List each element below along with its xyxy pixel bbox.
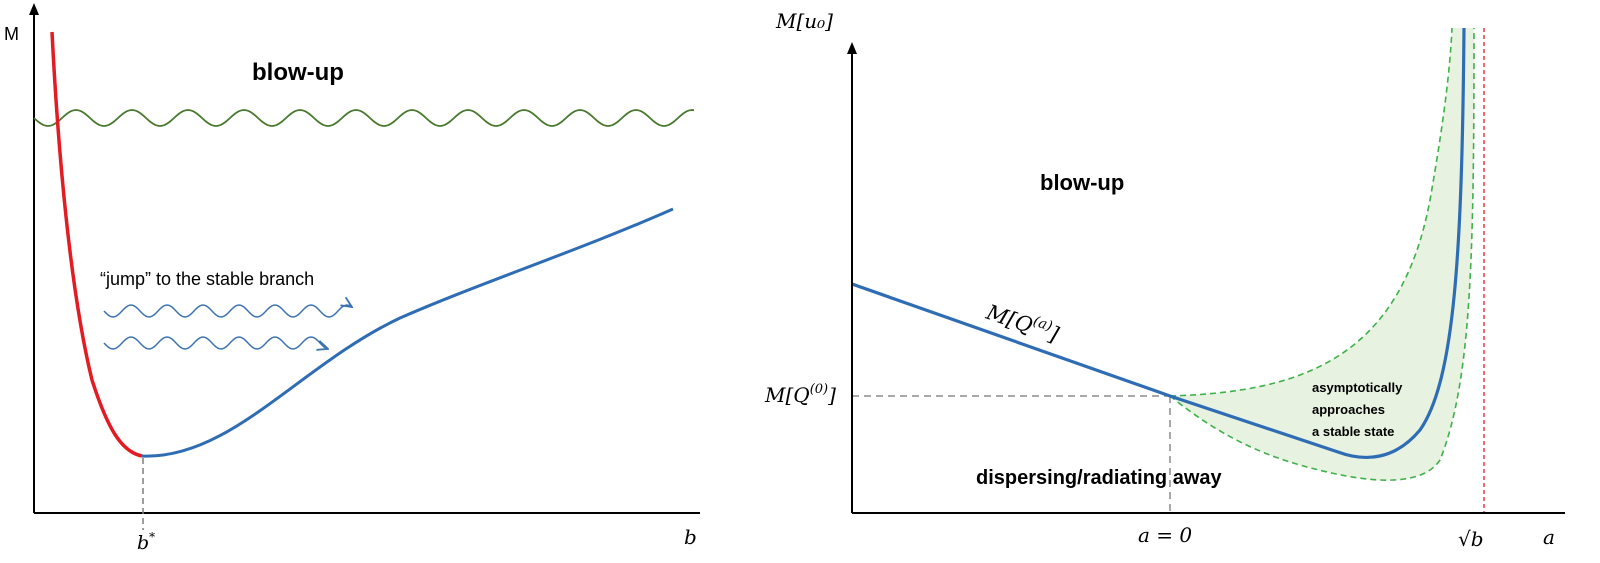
right-y-axis-arrow	[847, 42, 857, 54]
stable-state-band	[1170, 28, 1474, 481]
right-x-axis-label: a	[1543, 525, 1555, 549]
asymptotic-annotation: asymptotically approaches a stable state	[1312, 380, 1406, 439]
stable-branch-curve	[141, 207, 674, 458]
q0-tick-label: M[Q(0)]	[764, 382, 836, 407]
annotation-line-3: a stable state	[1312, 424, 1394, 439]
mass-curve	[851, 27, 1466, 459]
jump-arrow-lower	[103, 336, 328, 349]
right-blowup-label: blow-up	[1040, 170, 1124, 195]
left-blowup-label: blow-up	[252, 59, 344, 86]
left-x-tick-label: b*	[137, 530, 155, 554]
annotation-line-1: asymptotically	[1312, 380, 1403, 395]
jump-arrow-upper	[103, 305, 352, 318]
right-y-axis-label: M[u₀]	[775, 9, 833, 33]
jump-annotation: “jump” to the stable branch	[100, 269, 314, 289]
threshold-wave	[33, 109, 695, 127]
band-upper-bound	[1169, 27, 1453, 397]
left-x-axis-label: b	[684, 525, 697, 549]
unstable-branch-curve	[50, 31, 143, 458]
left-y-axis-label: M	[4, 24, 19, 44]
left-panel: M b b* blow-up “jump” to the stable bran…	[4, 3, 700, 554]
band-lower-bound	[1169, 27, 1475, 481]
a-zero-tick-label: a = 0	[1138, 523, 1192, 547]
sqrt-b-tick-label: √b	[1458, 527, 1484, 551]
left-y-axis-arrow	[29, 3, 39, 15]
right-panel: M[u₀] a M[Q(0)] a = 0 √b M[Q(a)] blow-up…	[764, 9, 1565, 551]
dispersing-label: dispersing/radiating away	[976, 467, 1223, 489]
annotation-line-2: approaches	[1312, 402, 1385, 417]
mass-curve-label: M[Q(a)]	[982, 298, 1063, 347]
